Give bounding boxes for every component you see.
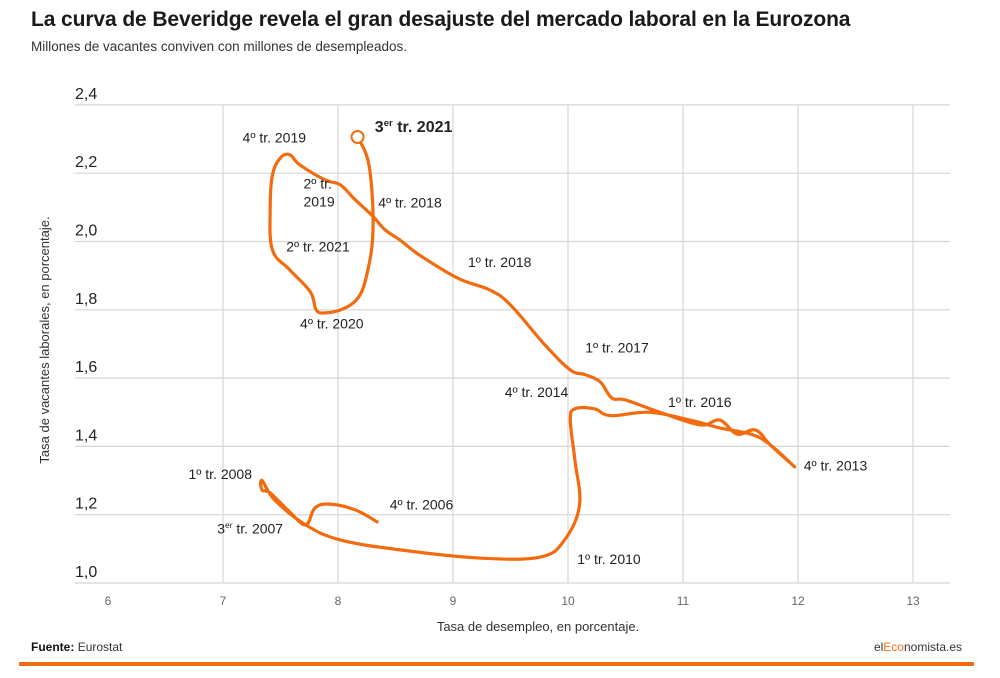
y-tick-label: 2,4 xyxy=(75,86,97,103)
annotation-label: 2º tr. 2019 xyxy=(304,176,335,210)
x-tick-label: 6 xyxy=(105,594,112,608)
x-tick-label: 10 xyxy=(561,594,575,608)
grid xyxy=(75,104,950,584)
annotation-label: 3er tr. 2007 xyxy=(217,520,283,537)
annotation-label: 4º tr. 2019 xyxy=(243,129,307,145)
y-tick-label: 1,8 xyxy=(75,291,97,308)
y-tick-label: 2,2 xyxy=(75,154,97,171)
end-point-marker xyxy=(350,130,365,145)
y-tick-label: 1,0 xyxy=(75,564,97,581)
x-tick-label: 11 xyxy=(677,594,690,608)
annotation-label: 3er tr. 2021 xyxy=(375,118,453,136)
y-tick-label: 1,4 xyxy=(75,427,97,444)
y-tick-label: 1,6 xyxy=(75,359,97,376)
series-layer xyxy=(259,130,797,561)
annotation-label: 1º tr. 2010 xyxy=(577,551,641,567)
annotation-label: 4º tr. 2006 xyxy=(390,497,454,513)
x-tick-label: 13 xyxy=(906,594,920,608)
annotation-label: 4º tr. 2014 xyxy=(505,384,569,400)
x-tick-label: 9 xyxy=(450,594,457,608)
chart-subtitle: Millones de vacantes conviven con millon… xyxy=(31,39,407,54)
bottom-rule xyxy=(19,662,974,666)
annotations: 4º tr. 2006 3er tr. 2007 1º tr. 2008 1º tr.… xyxy=(189,118,868,567)
brand-logo: elEconomista.es xyxy=(874,640,962,654)
source-label: Fuente: xyxy=(31,640,75,654)
x-tick-label: 12 xyxy=(791,594,805,608)
source-note: Fuente: Eurostat xyxy=(31,640,122,654)
brand-prefix: el xyxy=(873,640,884,654)
y-axis-ticks: 1,0 1,2 1,4 1,6 1,8 2,0 2,2 2,4 xyxy=(75,86,97,581)
y-tick-label: 2,0 xyxy=(75,223,97,240)
annotation-label: 2º tr. 2021 xyxy=(286,239,350,255)
annotation-label: 1º tr. 2017 xyxy=(585,339,649,355)
annotation-label: 1º tr. 2016 xyxy=(668,394,732,410)
y-axis-label: Tasa de vacantes laborales, en porcentaj… xyxy=(37,216,52,463)
x-axis-label: Tasa de desempleo, en porcentaje. xyxy=(437,619,639,634)
brand-accent: Eco xyxy=(883,640,904,654)
annotation-label: 1º tr. 2008 xyxy=(189,466,253,482)
x-tick-label: 7 xyxy=(220,594,227,608)
x-axis-ticks: 6 7 8 9 10 11 12 13 xyxy=(105,594,920,608)
series-line xyxy=(259,135,797,561)
chart-title: La curva de Beveridge revela el gran des… xyxy=(31,8,851,31)
x-tick-label: 8 xyxy=(335,594,342,608)
annotation-label: 4º tr. 2020 xyxy=(300,316,364,332)
annotation-label: 4º tr. 2013 xyxy=(804,457,868,473)
brand-suffix: nomista.es xyxy=(903,640,962,654)
source-value: Eurostat xyxy=(77,640,123,654)
annotation-label: 4º tr. 2018 xyxy=(378,194,442,210)
annotation-label: 1º tr. 2018 xyxy=(468,254,532,270)
y-tick-label: 1,2 xyxy=(75,496,97,513)
